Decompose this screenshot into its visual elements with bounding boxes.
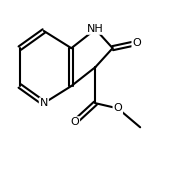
Text: O: O: [113, 103, 122, 113]
Text: O: O: [70, 117, 79, 127]
Text: O: O: [132, 38, 141, 48]
Text: NH: NH: [87, 24, 104, 34]
Text: N: N: [40, 98, 48, 108]
